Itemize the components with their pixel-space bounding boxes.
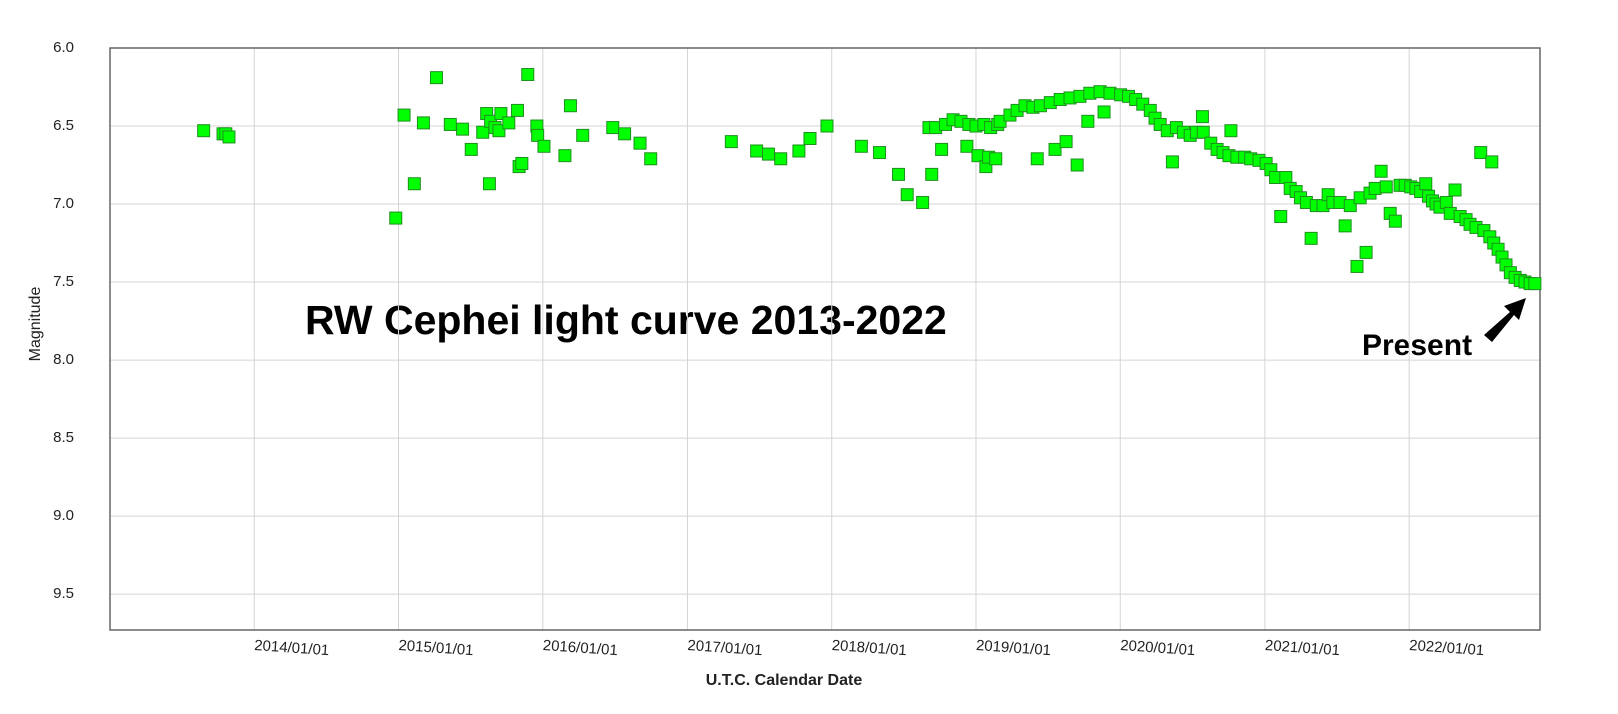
data-point [1528, 277, 1542, 291]
data-point [774, 152, 788, 166]
data-point [960, 139, 974, 153]
y-tick-label: 8.0 [53, 351, 74, 368]
data-point [222, 130, 236, 144]
data-point [750, 144, 764, 158]
data-point [429, 71, 443, 85]
data-point [1097, 105, 1111, 119]
y-tick-label: 6.0 [53, 39, 74, 56]
data-point [397, 108, 411, 122]
data-point [1224, 124, 1238, 138]
data-point [407, 177, 421, 191]
y-tick-label: 9.0 [53, 507, 74, 524]
data-point [1274, 210, 1288, 224]
x-tick-label: 2019/01/01 [975, 637, 1051, 659]
data-point [925, 167, 939, 181]
data-point [1059, 135, 1073, 149]
data-point [873, 146, 887, 160]
y-tick-label: 7.5 [53, 273, 74, 290]
data-point [558, 149, 572, 163]
data-point [892, 167, 906, 181]
data-point [618, 127, 632, 141]
annotation-present: Present [1362, 329, 1472, 362]
data-point [989, 152, 1003, 166]
data-point [1304, 231, 1318, 245]
arrow [1484, 298, 1526, 342]
data-point [1359, 245, 1373, 259]
data-point [502, 116, 516, 130]
data-point [576, 128, 590, 142]
data-point [1165, 155, 1179, 169]
data-point [456, 122, 470, 136]
x-axis-label: U.T.C. Calendar Date [706, 672, 863, 689]
data-point [482, 177, 496, 191]
data-point [443, 117, 457, 131]
x-tick-label: 2016/01/01 [542, 637, 618, 659]
data-point [935, 142, 949, 156]
data-point [1343, 199, 1357, 213]
data-point [1196, 125, 1210, 139]
y-tick-label: 8.5 [53, 429, 74, 446]
annotation-title: RW Cephei light curve 2013-2022 [305, 297, 947, 343]
data-point [803, 131, 817, 145]
data-point [1419, 177, 1433, 191]
points [197, 68, 1542, 291]
data-point [1448, 183, 1462, 197]
data-point [724, 135, 738, 149]
data-point [464, 142, 478, 156]
data-point [820, 119, 834, 133]
data-point [510, 103, 524, 117]
x-tick-label: 2022/01/01 [1409, 637, 1485, 659]
data-point [761, 147, 775, 161]
x-tick-label: 2021/01/01 [1264, 637, 1340, 659]
data-point [1048, 142, 1062, 156]
y-axis-label: Magnitude [27, 287, 44, 362]
data-point [606, 121, 620, 135]
plot-frame [109, 47, 1541, 631]
data-point [633, 136, 647, 150]
data-point [521, 68, 535, 82]
data-point [389, 211, 403, 225]
data-point [1279, 171, 1293, 185]
data-point [537, 139, 551, 153]
data-point [1485, 155, 1499, 169]
data-point [1388, 214, 1402, 228]
data-point [854, 139, 868, 153]
data-point [563, 99, 577, 113]
data-point [1379, 180, 1393, 194]
x-tick-label: 2014/01/01 [254, 637, 330, 659]
data-point [1439, 195, 1453, 209]
data-point [1474, 146, 1488, 160]
data-point [476, 125, 490, 139]
data-point [1195, 110, 1209, 124]
data-point [900, 188, 914, 202]
data-point [1374, 164, 1388, 178]
data-point [531, 128, 545, 142]
y-tick-label: 7.0 [53, 195, 74, 212]
data-point [416, 116, 430, 130]
data-point [515, 156, 529, 170]
data-point [1368, 181, 1382, 195]
y-tick-label: 6.5 [53, 117, 74, 134]
x-tick-label: 2018/01/01 [831, 637, 907, 659]
x-tick-label: 2017/01/01 [687, 637, 763, 659]
data-point [916, 195, 930, 209]
data-point [1081, 114, 1095, 128]
y-tick-label: 9.5 [53, 585, 74, 602]
x-tick-label: 2020/01/01 [1120, 637, 1196, 659]
data-point [197, 124, 211, 138]
data-point [492, 124, 506, 138]
data-point [644, 152, 658, 166]
data-point [1070, 158, 1084, 172]
x-tick-label: 2015/01/01 [398, 637, 474, 659]
data-point [1350, 259, 1364, 273]
data-point [1030, 152, 1044, 166]
data-point [792, 144, 806, 158]
data-point [1338, 219, 1352, 233]
